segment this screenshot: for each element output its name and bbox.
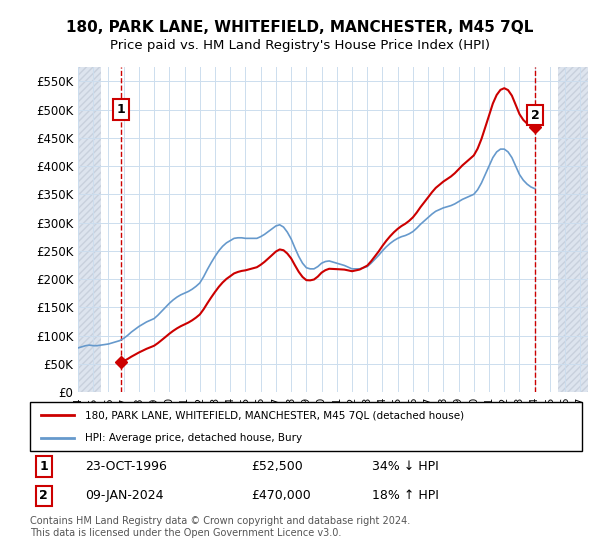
Bar [101,67,557,392]
Text: HPI: Average price, detached house, Bury: HPI: Average price, detached house, Bury [85,433,302,444]
Text: 180, PARK LANE, WHITEFIELD, MANCHESTER, M45 7QL (detached house): 180, PARK LANE, WHITEFIELD, MANCHESTER, … [85,410,464,421]
FancyBboxPatch shape [30,402,582,451]
Bar [78,67,101,392]
Text: £52,500: £52,500 [251,460,302,473]
Text: 18% ↑ HPI: 18% ↑ HPI [372,489,439,502]
Text: Price paid vs. HM Land Registry's House Price Index (HPI): Price paid vs. HM Land Registry's House … [110,39,490,52]
Text: 34% ↓ HPI: 34% ↓ HPI [372,460,439,473]
Text: 1: 1 [116,103,125,116]
Bar [557,67,588,392]
Text: 180, PARK LANE, WHITEFIELD, MANCHESTER, M45 7QL: 180, PARK LANE, WHITEFIELD, MANCHESTER, … [67,20,533,35]
Text: 23-OCT-1996: 23-OCT-1996 [85,460,167,473]
Text: £470,000: £470,000 [251,489,311,502]
Text: 09-JAN-2024: 09-JAN-2024 [85,489,164,502]
Text: 2: 2 [40,489,48,502]
Text: 2: 2 [531,109,539,122]
Text: 1: 1 [40,460,48,473]
Text: Contains HM Land Registry data © Crown copyright and database right 2024.
This d: Contains HM Land Registry data © Crown c… [30,516,410,538]
